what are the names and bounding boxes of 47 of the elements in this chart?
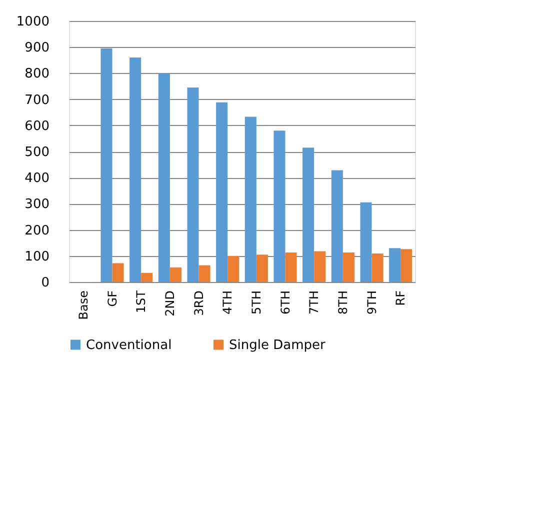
bar bbox=[198, 265, 210, 282]
x-tick-label: 1ST bbox=[134, 290, 148, 314]
bar bbox=[216, 102, 228, 282]
y-tick-label: 500 bbox=[24, 145, 50, 160]
x-tick-label: 5TH bbox=[249, 290, 264, 314]
bar bbox=[274, 130, 286, 282]
legend-label: Conventional bbox=[86, 338, 172, 353]
x-tick-label: 6TH bbox=[278, 290, 292, 314]
x-tick-label: GF bbox=[105, 290, 120, 307]
bar bbox=[256, 254, 268, 282]
bar bbox=[314, 251, 326, 282]
y-tick-label: 800 bbox=[24, 66, 50, 82]
bar bbox=[331, 170, 343, 282]
bar bbox=[302, 148, 314, 282]
y-tick-label: 200 bbox=[24, 223, 50, 238]
x-tick-label: 9TH bbox=[364, 290, 379, 314]
bar bbox=[228, 256, 240, 282]
bar bbox=[100, 48, 112, 282]
bar bbox=[130, 58, 142, 282]
y-tick-label: 100 bbox=[24, 249, 50, 264]
bar bbox=[244, 116, 256, 282]
y-tick-label: 1000 bbox=[16, 14, 50, 30]
bar bbox=[187, 88, 199, 282]
bar bbox=[285, 252, 297, 282]
y-tick-label: 600 bbox=[24, 118, 50, 134]
x-tick-label: 7TH bbox=[307, 290, 322, 314]
bar bbox=[360, 202, 372, 282]
x-tick-label: 3RD bbox=[192, 290, 206, 316]
bar bbox=[170, 267, 182, 282]
y-tick-label: 900 bbox=[24, 40, 50, 56]
bar bbox=[342, 252, 354, 282]
x-tick-label: Base bbox=[76, 290, 90, 320]
bar bbox=[158, 73, 170, 282]
y-tick-label: 700 bbox=[24, 92, 50, 108]
x-tick-label: 8TH bbox=[336, 290, 350, 314]
y-tick-label: 0 bbox=[41, 276, 50, 290]
x-tick-label: 4TH bbox=[220, 290, 235, 314]
x-tick-label: RF bbox=[394, 290, 408, 306]
bar bbox=[389, 248, 401, 282]
x-tick-label: 2ND bbox=[162, 290, 177, 316]
bar bbox=[372, 254, 384, 282]
bar bbox=[112, 263, 124, 282]
bar bbox=[141, 272, 153, 282]
y-tick-label: 400 bbox=[24, 171, 50, 186]
bar bbox=[400, 249, 412, 282]
y-tick-label: 300 bbox=[24, 197, 50, 212]
legend-label: Single Damper bbox=[229, 338, 326, 353]
